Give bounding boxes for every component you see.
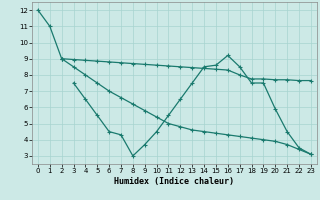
X-axis label: Humidex (Indice chaleur): Humidex (Indice chaleur)	[115, 177, 234, 186]
